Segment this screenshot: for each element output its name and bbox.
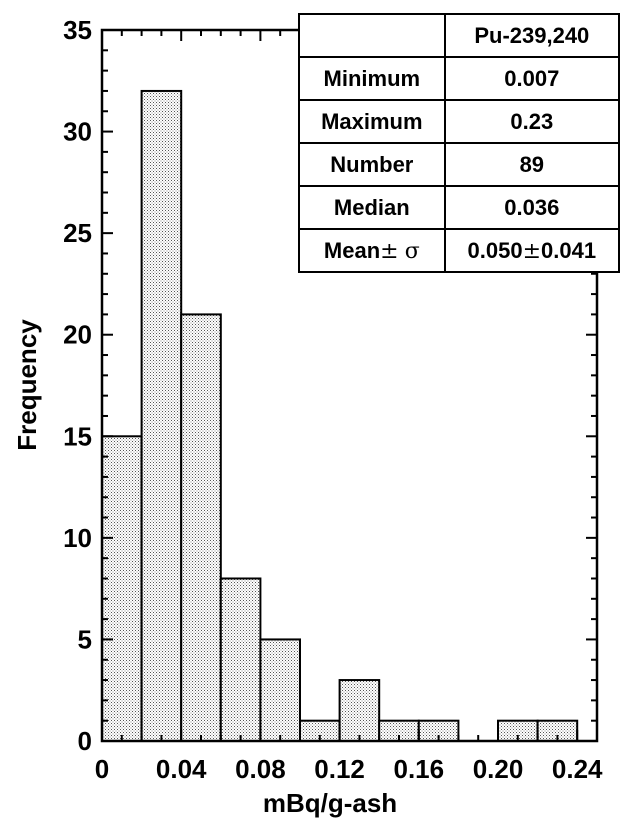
- tick-labels: 0 5 10 15 20 25 30 35 0 0.04 0.08 0.12 0.16 0.20 0.24: [63, 15, 603, 784]
- histogram-bar: [338, 679, 381, 742]
- x-axis-title: mBq/g-ash: [263, 788, 397, 818]
- x-tick-label: 0.20: [473, 754, 524, 784]
- stats-row-value: 89: [443, 142, 620, 187]
- stats-row-value: 0.036: [443, 185, 620, 230]
- x-tick-label: 0.16: [393, 754, 444, 784]
- stats-row-label: Minimum: [298, 56, 446, 101]
- stats-row-label: Number: [298, 142, 446, 187]
- stats-row-value: 0.23: [443, 99, 620, 144]
- histogram-bar: [180, 313, 222, 742]
- y-tick-label: 0: [78, 726, 92, 756]
- sigma-symbol: σ: [404, 238, 420, 264]
- y-tick-label: 35: [63, 15, 92, 45]
- y-tick-label: 15: [63, 421, 92, 451]
- stats-header-row: Pu-239,240: [298, 13, 620, 58]
- histogram-bar: [101, 435, 143, 742]
- stats-header-empty: [298, 13, 446, 58]
- y-tick-label: 30: [63, 117, 92, 147]
- stats-row-number: Number 89: [298, 142, 620, 187]
- stats-mean-label: Mean: [323, 237, 381, 263]
- histogram-bar: [140, 89, 183, 742]
- y-tick-label: 25: [63, 218, 92, 248]
- x-tick-label: 0: [95, 754, 109, 784]
- stats-row-median: Median 0.036: [298, 185, 620, 230]
- x-tick-label: 0.24: [552, 754, 603, 784]
- stats-row-minimum: Minimum 0.007: [298, 56, 620, 101]
- stats-mean-value-cell: 0.050±0.041: [443, 228, 620, 273]
- stats-row-label: Maximum: [298, 99, 446, 144]
- histogram-bar: [219, 577, 262, 742]
- stats-row-mean: Mean± σ 0.050±0.041: [298, 228, 620, 273]
- plus-minus-symbol: ±: [522, 238, 542, 264]
- stats-row-value: 0.007: [443, 56, 620, 101]
- stats-sd-value: 0.041: [541, 237, 597, 263]
- histogram-bar: [259, 638, 301, 743]
- y-tick-label: 5: [78, 624, 92, 654]
- x-tick-label: 0.04: [156, 754, 207, 784]
- stats-mean-label-cell: Mean± σ: [298, 228, 446, 273]
- plus-minus-symbol: ±: [380, 238, 399, 264]
- y-tick-label: 20: [63, 320, 92, 350]
- y-tick-label: 10: [63, 523, 92, 553]
- x-tick-label: 0.08: [235, 754, 286, 784]
- histogram-bars: [101, 89, 579, 743]
- stats-mean-value: 0.050: [467, 237, 523, 263]
- x-tick-label: 0.12: [314, 754, 365, 784]
- stats-row-label: Median: [298, 185, 446, 230]
- y-axis-title: Frequency: [12, 319, 42, 451]
- stats-table: Pu-239,240 Minimum 0.007 Maximum 0.23 Nu…: [298, 13, 620, 273]
- stats-row-maximum: Maximum 0.23: [298, 99, 620, 144]
- stats-header-label: Pu-239,240: [443, 13, 620, 58]
